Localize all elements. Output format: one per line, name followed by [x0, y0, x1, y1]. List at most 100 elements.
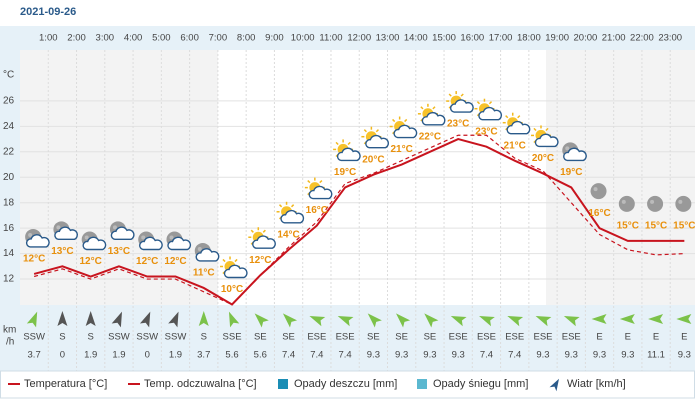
wind-speed: 5.6: [254, 350, 267, 361]
sun-ray: [222, 258, 226, 263]
hour-label: 5:00: [152, 33, 171, 44]
wind-speed: 0: [145, 350, 150, 361]
hour-label: 17:00: [489, 33, 513, 44]
sun-ray: [545, 127, 549, 132]
wind-speed: 9.3: [678, 350, 691, 361]
wind-arrow: [563, 315, 580, 327]
wind-speed: 3.7: [28, 350, 41, 361]
wind-strip: [20, 305, 695, 371]
sun-ray: [432, 106, 436, 110]
sun-ray: [250, 229, 254, 233]
sun-ray: [375, 129, 379, 133]
hour-label: 1:00: [39, 33, 58, 44]
moon: [618, 195, 635, 212]
y-tick-label: 18: [3, 197, 15, 208]
temp-label: 20°C: [532, 153, 554, 164]
hour-label: 22:00: [630, 33, 654, 44]
hour-label: 16:00: [460, 33, 484, 44]
temp-label: 12°C: [136, 256, 158, 267]
wind-speed: 7.4: [310, 350, 323, 361]
weather-icon: [25, 228, 50, 248]
moon-shade: [28, 232, 33, 237]
sun-ray: [278, 204, 283, 208]
moon-shade: [650, 199, 655, 204]
wind-direction: SSW: [165, 332, 187, 343]
wind-arrow: [111, 311, 123, 328]
temp-line: [33, 138, 685, 306]
wind-direction: SE: [395, 332, 408, 343]
moon-shade: [565, 146, 570, 151]
weather-icon: [675, 195, 692, 212]
temp-label: 12°C: [23, 254, 45, 265]
wind-direction: SSW: [108, 332, 130, 343]
moon-shade: [197, 246, 202, 251]
y-tick-label: 22: [3, 146, 15, 157]
weather-icon: [389, 116, 418, 139]
wind-direction: E: [596, 332, 602, 343]
wind-speed: 9.3: [452, 350, 465, 361]
wind-speed: 0: [60, 350, 65, 361]
moon-shade: [141, 235, 146, 240]
cloud: [167, 236, 192, 251]
wind-speed: 3.7: [197, 350, 210, 361]
sun-ray: [290, 204, 295, 208]
temp-label: 12°C: [249, 255, 271, 266]
sun-ray: [533, 127, 537, 132]
wind-arrow: [676, 314, 692, 324]
sun-ray: [319, 180, 323, 184]
moon: [675, 195, 692, 212]
wind-direction: SSW: [136, 332, 158, 343]
weather-icon: [276, 201, 305, 224]
cloud: [82, 236, 107, 251]
weather-icon: [446, 91, 474, 113]
sun-ray: [517, 115, 521, 119]
weather-icon: [138, 231, 163, 251]
hour-label: 13:00: [376, 33, 400, 44]
weather-icon: [53, 221, 79, 241]
wind-speed: 1.9: [169, 350, 182, 361]
temp-label: 21°C: [504, 140, 526, 151]
wind-arrow: [139, 311, 151, 328]
wind-speed: 9.3: [593, 350, 606, 361]
temp-label: 13°C: [108, 246, 130, 257]
cloud: [25, 234, 50, 248]
wind-direction: S: [59, 332, 65, 343]
wind-arrow: [395, 313, 411, 328]
sun-ray: [262, 229, 266, 233]
cloud: [506, 120, 531, 135]
axis-strip: [0, 26, 20, 371]
cloud: [54, 226, 79, 241]
y-tick-label: 14: [3, 248, 15, 259]
wind-direction: ESE: [336, 332, 355, 343]
sun-ray: [234, 258, 238, 263]
moon-shade: [56, 225, 61, 230]
temp-label: 23°C: [475, 126, 497, 137]
moon-shade: [169, 235, 174, 240]
wind-direction: SE: [254, 332, 267, 343]
cloud: [563, 147, 587, 162]
sun-ray: [476, 101, 481, 105]
temp-label: 14°C: [277, 229, 299, 240]
wind-speed: 7.4: [282, 350, 295, 361]
sun-ray: [505, 115, 509, 119]
weather-icon: [590, 183, 607, 200]
cloud: [421, 111, 446, 126]
wind-unit: /h: [6, 337, 14, 348]
wind-direction: ESE: [562, 332, 581, 343]
cloud: [365, 134, 389, 149]
weather-icon: [618, 195, 635, 212]
wind-direction: ESE: [307, 332, 326, 343]
wind-direction: SE: [282, 332, 295, 343]
hour-label: 7:00: [209, 33, 228, 44]
wind-unit: km: [3, 325, 16, 336]
hour-label: 8:00: [237, 33, 256, 44]
legend-label: Opady deszczu [mm]: [294, 378, 397, 390]
wind-arrow: [337, 315, 354, 327]
cloud: [534, 133, 559, 148]
wind-direction: ESE: [477, 332, 496, 343]
cloud: [393, 124, 418, 139]
wind-direction: E: [653, 332, 659, 343]
sun-ray: [488, 101, 493, 105]
legend-swatch: [278, 379, 288, 389]
hour-label: 19:00: [545, 33, 569, 44]
